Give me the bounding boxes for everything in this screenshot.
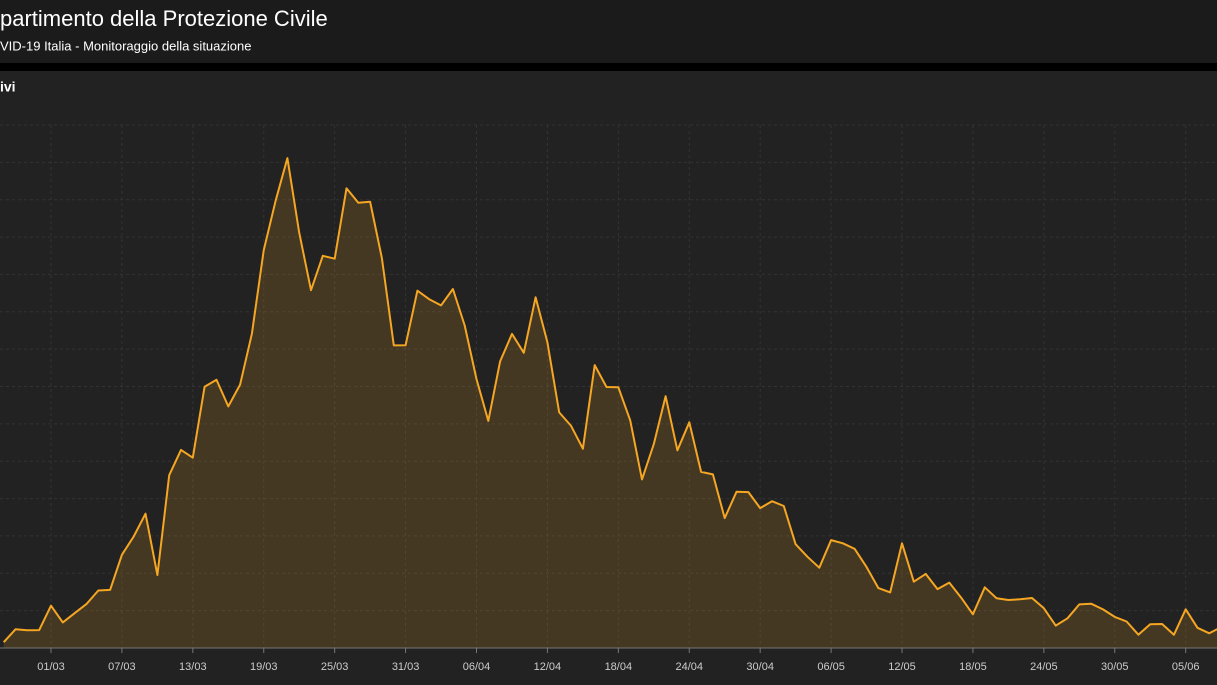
x-tick-label: 12/05 — [888, 661, 916, 673]
separator — [0, 63, 1217, 71]
x-tick-label: 05/06 — [1172, 661, 1200, 673]
x-tick-label: 31/03 — [392, 661, 420, 673]
x-tick-label: 13/03 — [179, 661, 207, 673]
x-tick-label: 30/04 — [746, 661, 774, 673]
x-tick-label: 12/04 — [534, 661, 562, 673]
page-title: partimento della Protezione Civile — [0, 6, 328, 31]
x-tick-label: 19/03 — [250, 661, 278, 673]
area — [3, 158, 1217, 648]
x-tick-label: 30/05 — [1101, 661, 1129, 673]
x-tick-label: 25/03 — [321, 661, 349, 673]
x-tick-label: 07/03 — [108, 661, 136, 673]
header-bar — [0, 0, 1217, 63]
x-tick-label: 18/05 — [959, 661, 987, 673]
x-tick-label: 18/04 — [605, 661, 633, 673]
x-tick-label: 01/03 — [37, 661, 65, 673]
x-tick-label: 24/05 — [1030, 661, 1058, 673]
page-subtitle: VID-19 Italia - Monitoraggio della situa… — [0, 38, 251, 53]
panel — [0, 71, 1217, 685]
x-tick-label: 06/05 — [817, 661, 845, 673]
line — [2, 157, 1217, 643]
x-tick-label: 06/04 — [463, 661, 491, 673]
panel-title: ivi — [0, 79, 16, 95]
x-tick-label: 24/04 — [675, 661, 703, 673]
